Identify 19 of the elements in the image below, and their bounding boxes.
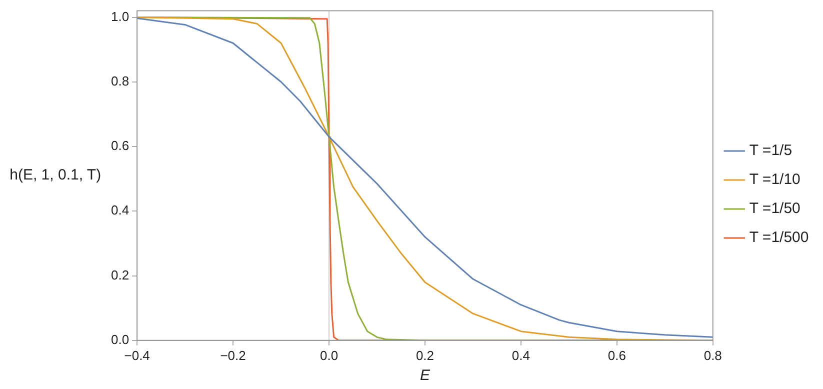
- legend-label: T =1/500: [749, 229, 809, 246]
- y-tick-label: 0.4: [110, 202, 130, 218]
- y-tick-label: 0.0: [110, 332, 130, 347]
- y-tick-label: 0.8: [110, 73, 130, 88]
- x-tick-label: −0.2: [220, 348, 246, 363]
- y-axis-title: h(E, 1, 0.1, T): [10, 166, 102, 184]
- legend-label: T =1/10: [749, 171, 800, 188]
- y-tick-label: 0.6: [110, 138, 130, 154]
- y-tick-label: 0.2: [110, 267, 130, 282]
- x-tick-label: 0.0: [320, 348, 338, 363]
- x-axis-title: E: [420, 367, 431, 384]
- x-tick-label: 0.6: [608, 348, 626, 363]
- y-tick-label: 1.0: [110, 8, 130, 24]
- x-tick-label: 0.4: [512, 348, 530, 363]
- x-tick-label: 0.8: [704, 348, 722, 363]
- x-tick-label: −0.4: [124, 348, 150, 363]
- legend-label: T =1/5: [749, 142, 792, 160]
- x-tick-label: 0.2: [416, 348, 434, 363]
- legend-label: T =1/50: [749, 200, 800, 218]
